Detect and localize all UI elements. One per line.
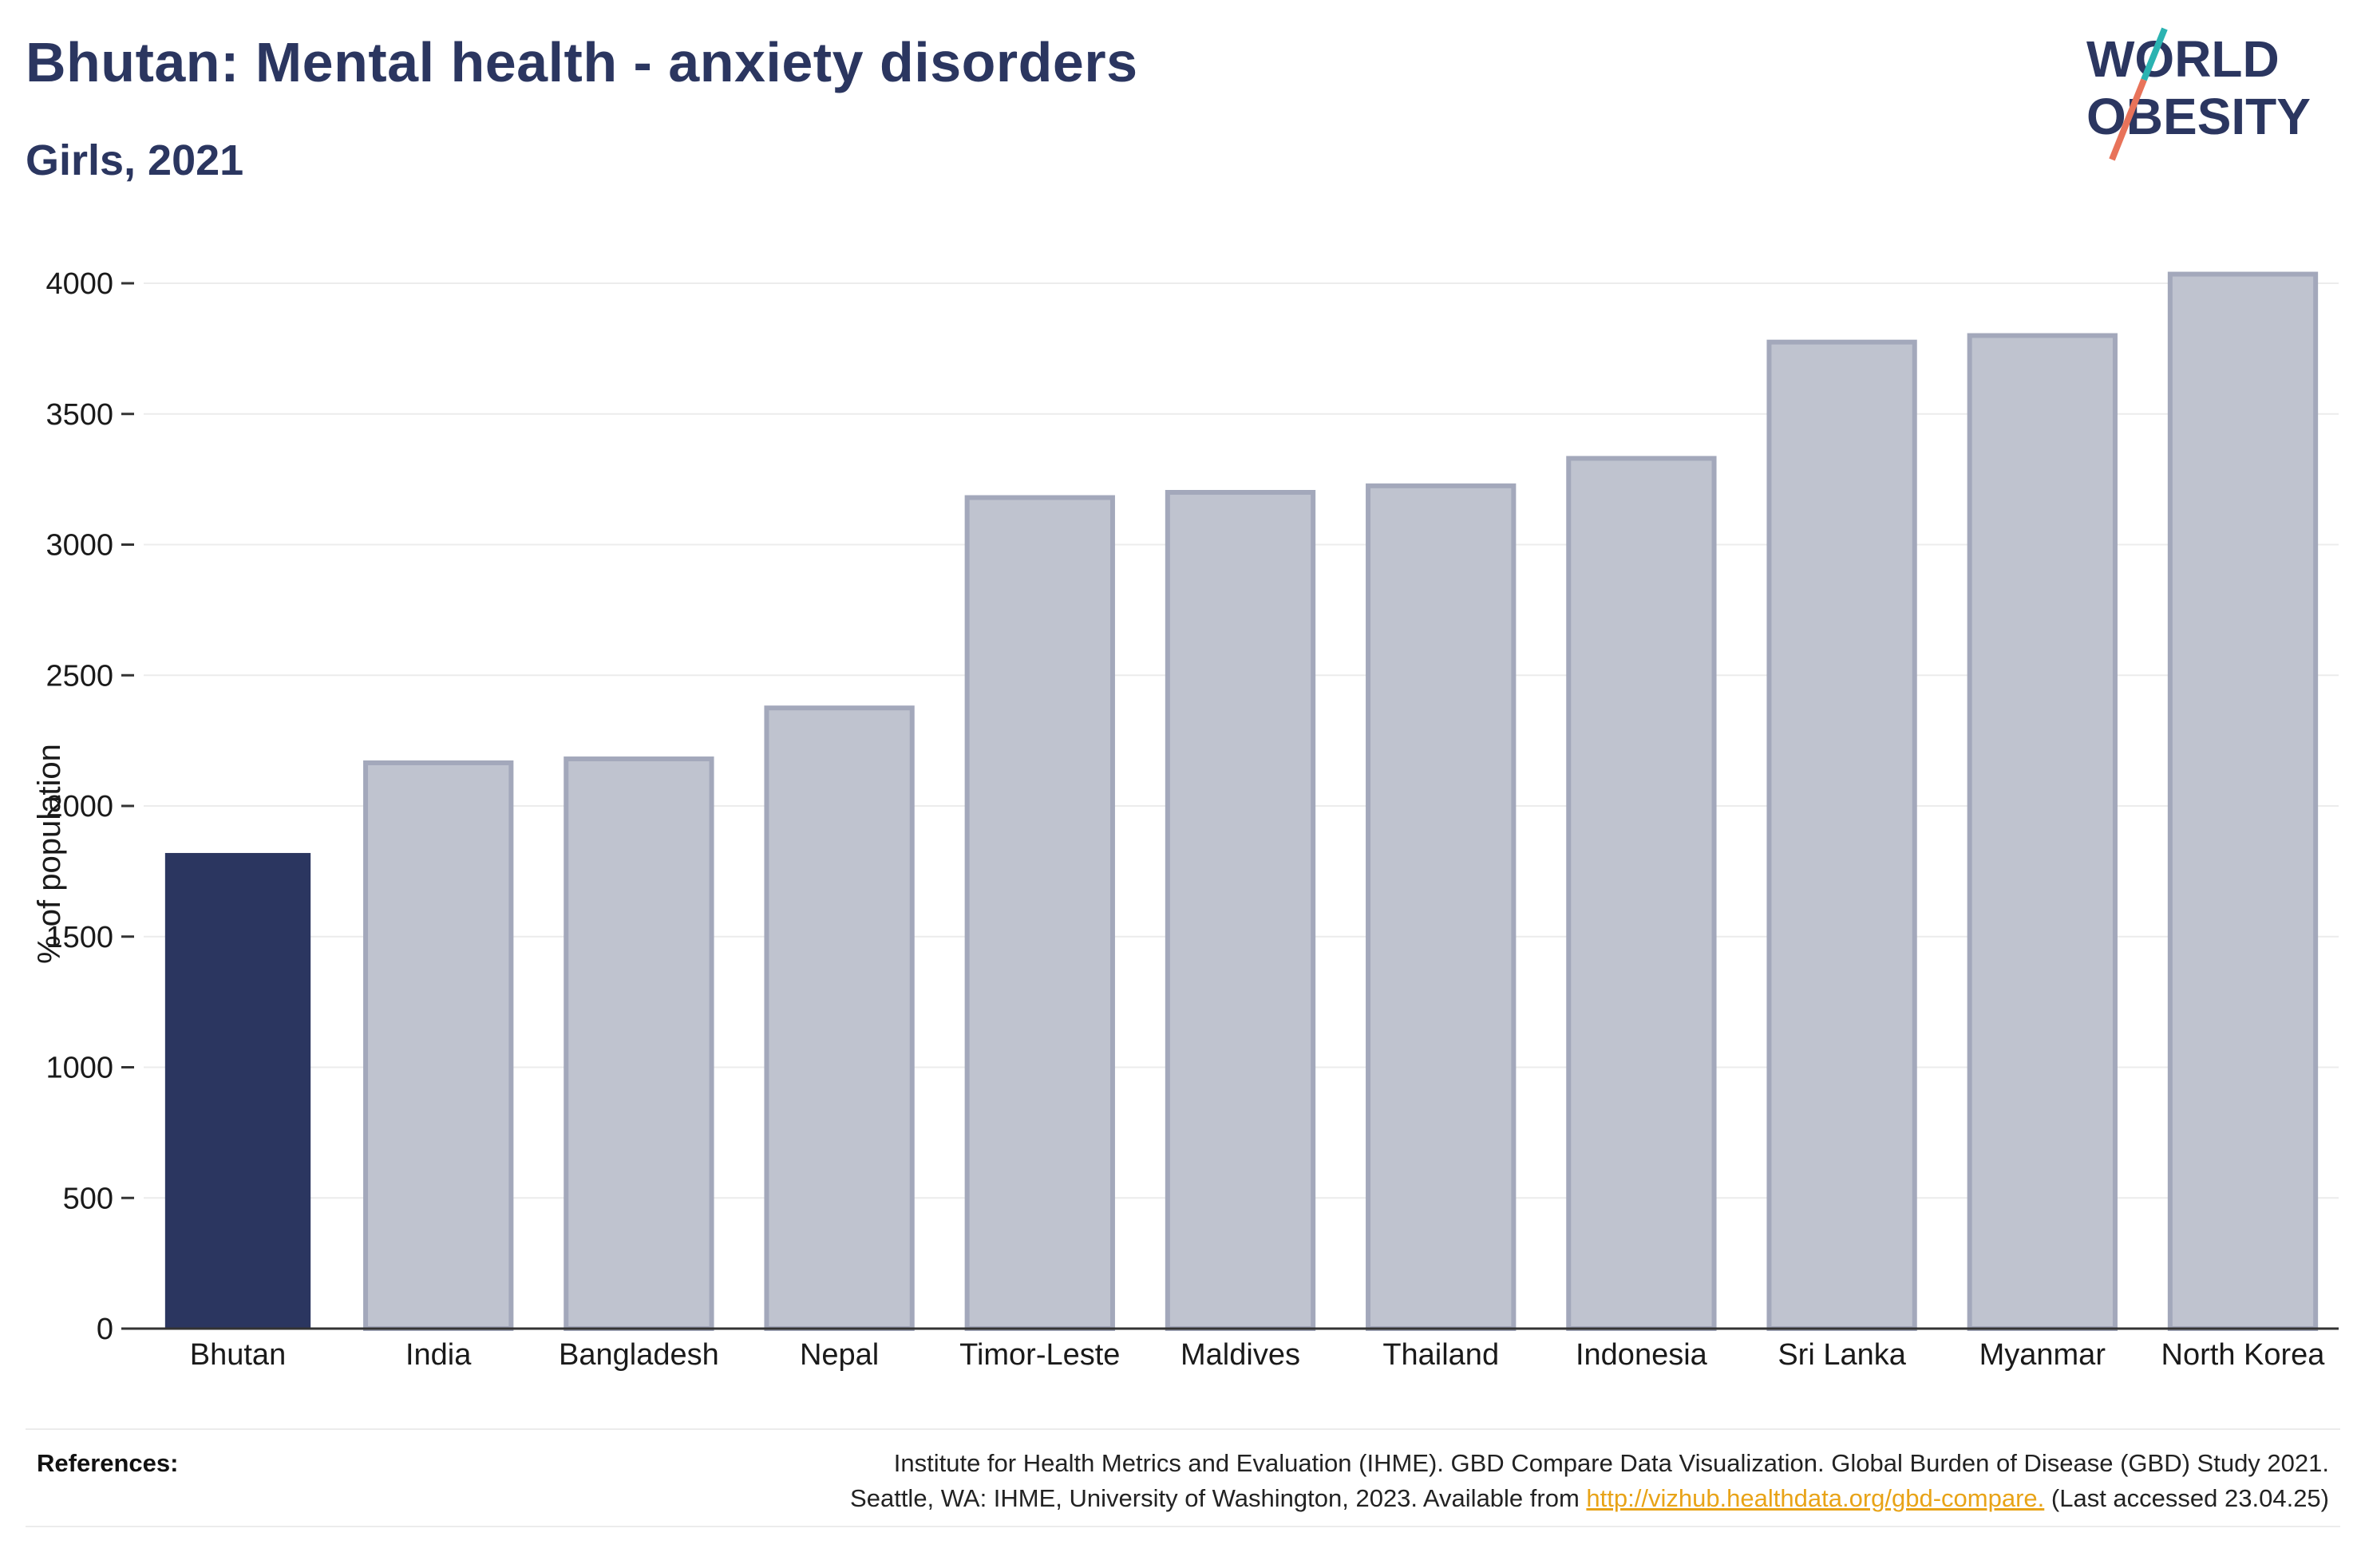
x-tick-label: Sri Lanka: [1778, 1338, 1906, 1372]
y-axis-label: % of population: [32, 744, 67, 964]
bar-timor-leste: [964, 495, 1115, 1331]
x-tick-label: Nepal: [800, 1338, 879, 1372]
y-tick-label: 2000: [45, 790, 113, 823]
bar-sri-lanka: [1766, 339, 1917, 1331]
bar-chart: 0 500 1000 1500 2000 2500 3000 3500 4000 Bhutan I…: [32, 267, 2339, 1372]
references-line-2-suffix: (Last accessed 23.04.25): [2044, 1484, 2329, 1512]
references-line-1: Institute for Health Metrics and Evaluat…: [893, 1449, 2329, 1477]
y-tick-label: 3500: [45, 398, 113, 432]
logo-slash-teal: [2141, 27, 2168, 81]
bar-india: [363, 760, 514, 1331]
y-tick-label: 1500: [45, 921, 113, 954]
references-link[interactable]: http://vizhub.healthdata.org/gbd-compare…: [1586, 1484, 2045, 1512]
bars: [164, 271, 2319, 1332]
bar-bhutan: [164, 852, 311, 1329]
logo-slash-red: [2109, 78, 2147, 161]
bar-north-korea: [2167, 271, 2319, 1332]
y-tick-label: 500: [63, 1182, 113, 1215]
x-axis-ticks: Bhutan India Bangladesh Nepal Timor-Leste Mal…: [190, 1338, 2326, 1372]
world-obesity-logo: WORLD OBESITY: [2086, 27, 2311, 161]
bar-indonesia: [1566, 456, 1717, 1331]
bar-bangladesh: [564, 756, 714, 1331]
y-tick-label: 1000: [45, 1052, 113, 1085]
y-tick-label: 4000: [45, 267, 113, 301]
chart-subtitle: Girls, 2021: [26, 136, 244, 184]
logo-word-world: WORLD: [2086, 30, 2280, 88]
references-line-2: Seattle, WA: IHME, University of Washing…: [493, 1481, 2329, 1516]
x-tick-label: North Korea: [2161, 1338, 2326, 1372]
references-label: References:: [37, 1449, 179, 1477]
bar-maldives: [1165, 490, 1316, 1331]
bar-myanmar: [1967, 333, 2118, 1331]
references-divider-top: [26, 1428, 2340, 1430]
x-tick-label: India: [405, 1338, 472, 1372]
references-text: Institute for Health Metrics and Evaluat…: [493, 1446, 2329, 1516]
references-divider-bottom: [26, 1526, 2340, 1527]
x-tick-label: Bhutan: [190, 1338, 286, 1372]
x-tick-label: Myanmar: [1979, 1338, 2106, 1372]
references-line-2-prefix: Seattle, WA: IHME, University of Washing…: [850, 1484, 1587, 1512]
x-tick-label: Timor-Leste: [959, 1338, 1120, 1372]
y-axis-ticks: 0 500 1000 1500 2000 2500 3000 3500 4000: [45, 267, 134, 1346]
x-tick-label: Maldives: [1180, 1338, 1300, 1372]
chart-title: Bhutan: Mental health - anxiety disorder…: [26, 31, 1138, 93]
x-tick-label: Indonesia: [1576, 1338, 1708, 1372]
x-tick-label: Thailand: [1382, 1338, 1499, 1372]
y-tick-label: 3000: [45, 529, 113, 563]
bar-thailand: [1366, 483, 1517, 1331]
y-tick-label: 0: [97, 1313, 113, 1346]
y-tick-label: 2500: [45, 659, 113, 693]
bar-nepal: [764, 705, 915, 1331]
x-tick-label: Bangladesh: [559, 1338, 719, 1372]
